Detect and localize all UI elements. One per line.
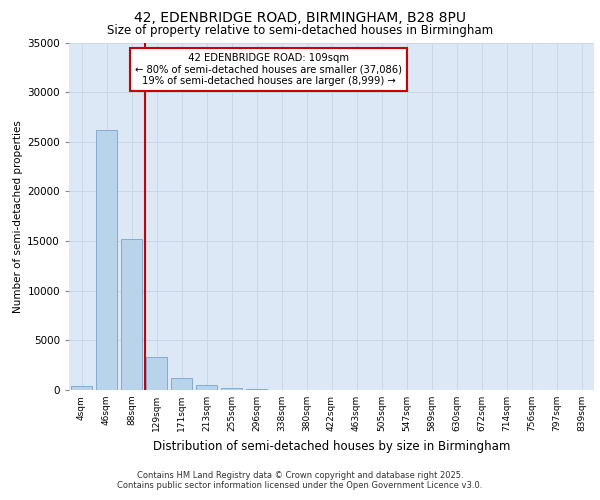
Y-axis label: Number of semi-detached properties: Number of semi-detached properties — [13, 120, 23, 312]
Bar — [196, 385, 217, 390]
Text: Size of property relative to semi-detached houses in Birmingham: Size of property relative to semi-detach… — [107, 24, 493, 37]
Bar — [146, 356, 167, 390]
Text: 42 EDENBRIDGE ROAD: 109sqm  
← 80% of semi-detached houses are smaller (37,086)
: 42 EDENBRIDGE ROAD: 109sqm ← 80% of semi… — [135, 53, 402, 86]
Text: 42, EDENBRIDGE ROAD, BIRMINGHAM, B28 8PU: 42, EDENBRIDGE ROAD, BIRMINGHAM, B28 8PU — [134, 11, 466, 25]
Bar — [71, 386, 92, 390]
Bar — [121, 239, 142, 390]
Bar — [221, 388, 242, 390]
Bar — [96, 130, 117, 390]
Text: Contains HM Land Registry data © Crown copyright and database right 2025.
Contai: Contains HM Land Registry data © Crown c… — [118, 470, 482, 490]
Bar — [171, 378, 192, 390]
X-axis label: Distribution of semi-detached houses by size in Birmingham: Distribution of semi-detached houses by … — [153, 440, 510, 452]
